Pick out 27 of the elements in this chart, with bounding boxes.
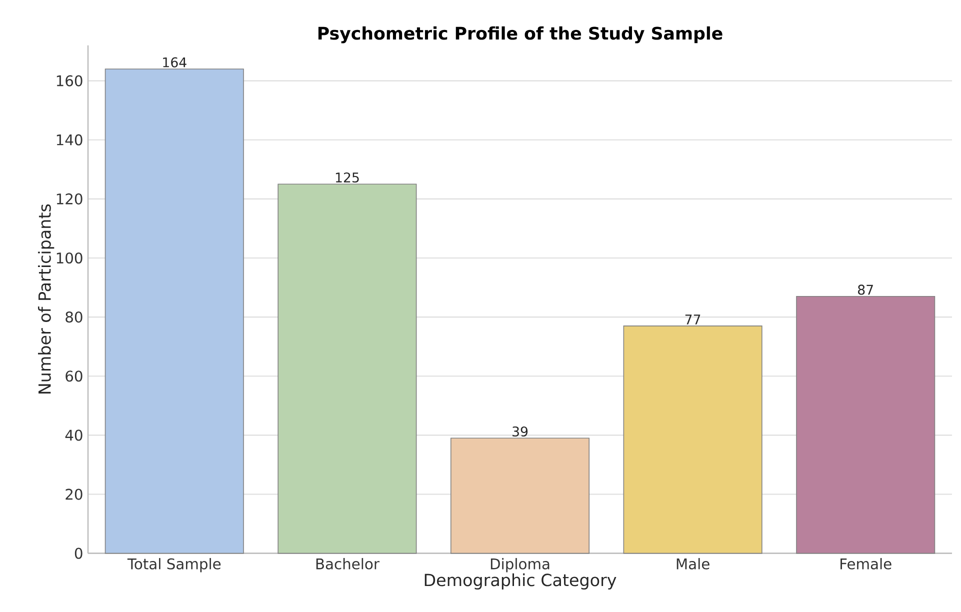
bar: [450, 438, 590, 554]
x-axis-title: Demographic Category: [424, 573, 616, 590]
y-tick-label: 140: [56, 134, 82, 146]
data-label: 87: [858, 284, 873, 295]
y-tick-label: 120: [56, 193, 82, 204]
bar: [278, 184, 417, 554]
x-tick-label: Male: [676, 558, 710, 570]
chart-title: Psychometric Profile of the Study Sample: [318, 26, 722, 44]
data-label: 39: [512, 426, 528, 437]
y-tick-label: 40: [65, 430, 82, 441]
data-label: 125: [336, 172, 359, 183]
x-tick-label: Bachelor: [316, 558, 380, 570]
data-label: 164: [163, 57, 186, 68]
x-tick-label: Female: [840, 558, 892, 570]
y-tick-label: 100: [56, 252, 82, 264]
y-tick-label: 0: [74, 548, 82, 559]
bar: [623, 326, 762, 554]
y-axis-title: Number of Participants: [38, 204, 54, 394]
y-tick-label: 60: [66, 370, 82, 382]
x-tick-label: Diploma: [490, 558, 550, 572]
y-tick-label: 160: [56, 75, 82, 86]
y-tick-label: 20: [66, 488, 82, 500]
x-tick-label: Total Sample: [127, 558, 221, 572]
y-tick-label: 80: [66, 312, 82, 323]
bar: [104, 68, 244, 554]
bar: [796, 296, 936, 554]
data-label: 77: [685, 314, 700, 324]
